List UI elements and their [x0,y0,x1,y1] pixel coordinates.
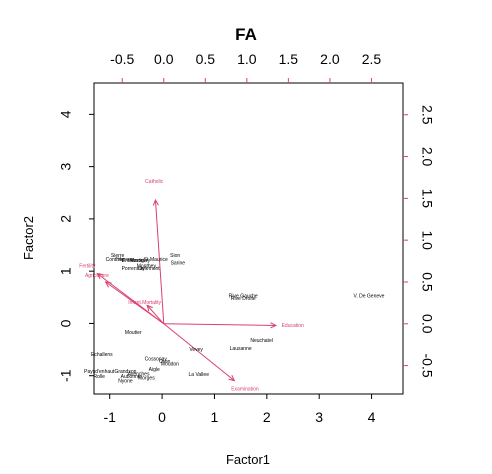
top-axis: -0.5 0.0 0.5 1.0 1.5 2.0 2.5 [110,51,381,83]
y-tick-label: 1 [58,267,74,275]
x-tick-label: 2 [263,409,271,425]
y-tick-label: -1 [58,369,74,382]
loading-arrowhead [104,281,112,288]
y-tick-label: 0 [58,319,74,327]
loading-label: Education [282,323,304,329]
observation-label: Paysd'enhaut [84,369,115,375]
x-axis-label: Factor1 [226,452,270,467]
observation-label: Conthey [106,257,125,263]
right-tick-label: 2.0 [419,147,435,167]
observation-label: Avenches [128,371,150,377]
loading-arrowhead [152,198,159,206]
top-tick-label: 0.5 [196,51,216,67]
x-tick-label: 0 [158,409,166,425]
top-tick-label: 2.0 [320,51,340,67]
y-tick-label: 4 [58,110,74,118]
x-tick-label: -1 [103,409,116,425]
observation-label: Cossonay [145,356,168,362]
loading-arrow [146,305,165,325]
observation-label: St Maurice [144,257,168,263]
loading-arrows: Catholic Fertility Agriculture Infant.Morta… [79,179,304,393]
observation-label: V. De Geneve [353,294,384,300]
right-axis: -0.5 0.0 0.5 1.0 1.5 2.0 2.5 [403,105,435,378]
right-tick-label: 1.0 [419,230,435,250]
observation-label: Neuchatel [250,338,273,344]
observation-label: Delemont [138,266,160,272]
top-tick-label: 1.0 [237,51,257,67]
plot-frame [93,82,404,395]
loading-arrow [163,323,235,382]
left-axis: -1 0 1 2 3 4 [58,110,94,382]
loading-arrowhead [270,322,278,329]
right-tick-label: 1.5 [419,189,435,209]
loading-label: Fertility [79,263,96,269]
observation-label: Vevey [189,347,203,353]
observation-label: Porrentruy [122,266,146,272]
loading-label: Examination [231,386,259,392]
observation-label: Aubonne [121,374,141,380]
observation-label: Sion [170,253,180,259]
loading-label: Catholic [145,179,164,185]
loading-label: Infant.Mortality [128,300,161,306]
y-tick-label: 3 [58,163,74,171]
observation-label: Herens [117,257,134,263]
loading-label: Agriculture [85,273,109,279]
loading-arrowhead [96,272,104,280]
bottom-axis: -1 0 1 2 3 4 [103,394,376,425]
loading-arrow [105,281,165,325]
observation-label: Monthey [137,263,157,269]
right-tick-label: 2.5 [419,105,435,125]
top-tick-label: 1.5 [279,51,299,67]
chart-title: FA [235,25,257,44]
observation-label: Rolle [94,374,106,380]
observation-label: Lausanne [230,346,252,352]
observation-label: Moudon [161,362,179,368]
loading-arrow [154,200,165,324]
observation-label: Rive Gauche [229,294,258,300]
observation-label: Moutier [125,330,142,336]
x-tick-label: 3 [315,409,323,425]
observation-label: Oron [159,359,170,365]
right-tick-label: 0.5 [419,272,435,292]
observation-label: Echallens [91,352,113,358]
loading-arrow [163,323,276,326]
right-tick-label: 0.0 [419,314,435,334]
y-axis-label: Factor2 [21,216,36,260]
observation-label: Sierre [111,253,125,259]
right-tick-label: -0.5 [419,354,435,378]
x-tick-label: 4 [368,409,376,425]
top-tick-label: 2.5 [362,51,382,67]
observation-label: Nyone [118,378,133,384]
top-tick-label: -0.5 [110,51,134,67]
observation-label: Sarine [171,261,186,267]
observation-label: Morges [138,376,155,382]
observation-label: Rive Droite [231,296,256,302]
loading-arrowhead [146,304,153,312]
x-tick-label: 1 [211,409,219,425]
top-tick-label: 0.0 [154,51,174,67]
observation-label: Aigle [149,367,160,373]
observation-label: Martigwy [130,258,151,264]
observation-label: Entremont [122,258,146,264]
observation-label: Grandson [114,369,136,375]
observation-label: La Vallee [189,372,210,378]
loading-arrowhead [228,374,236,382]
y-tick-label: 2 [58,215,74,223]
